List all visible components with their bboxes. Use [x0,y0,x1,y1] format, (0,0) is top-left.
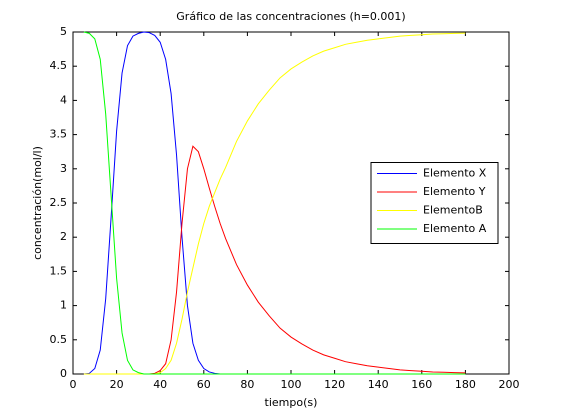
y-axis-label: concentración(mol/l) [31,146,44,260]
y-tick-label: 1 [60,299,67,312]
y-tick-label: 1.5 [50,264,68,277]
y-tick-label: 0 [60,367,67,380]
x-tick-label: 80 [240,378,254,391]
legend-label: ElementoB [423,204,483,217]
y-tick-label: 4 [60,93,67,106]
x-tick-label: 200 [499,378,520,391]
x-tick-label: 60 [197,378,211,391]
y-tick-label: 3 [60,162,67,175]
legend-label: Elemento A [423,222,487,235]
x-tick-label: 100 [281,378,302,391]
chart-title: Gráfico de las concentraciones (h=0.001) [176,10,405,23]
x-axis-label: tiempo(s) [265,396,318,409]
y-tick-label: 2 [60,230,67,243]
x-tick-label: 140 [368,378,389,391]
legend-label: Elemento X [423,167,487,180]
x-tick-label: 180 [455,378,476,391]
y-tick-label: 3.5 [50,128,68,141]
x-tick-label: 20 [110,378,124,391]
y-tick-label: 2.5 [50,196,68,209]
y-tick-label: 4.5 [50,59,68,72]
data-line [83,31,466,375]
y-tick-label: 0.5 [50,333,68,346]
legend-label: Elemento Y [423,185,486,198]
x-tick-label: 0 [70,378,77,391]
x-tick-label: 40 [153,378,167,391]
y-tick-label: 5 [60,25,67,38]
x-tick-label: 120 [324,378,345,391]
x-tick-label: 160 [411,378,432,391]
legend-box [370,162,499,244]
data-line [83,32,466,375]
